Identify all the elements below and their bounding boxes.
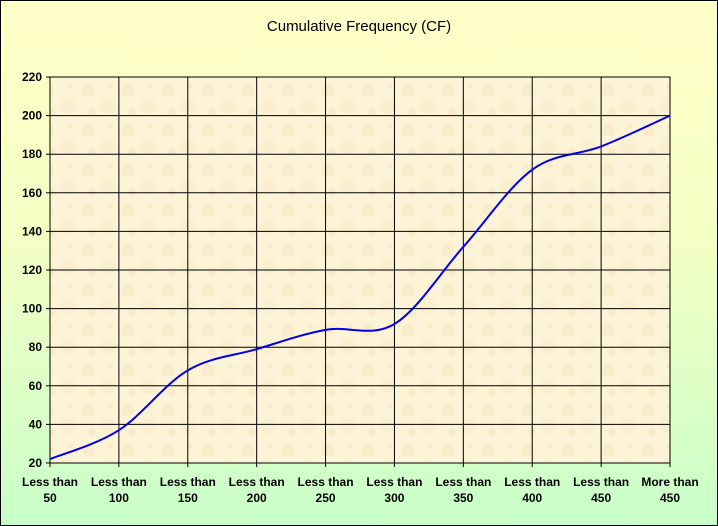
y-tick-label: 120 xyxy=(22,263,42,277)
x-tick-label-line2: 300 xyxy=(384,491,404,505)
x-tick-label-line2: 150 xyxy=(178,491,198,505)
x-tick-label: More than 450 xyxy=(641,475,698,505)
y-tick-label: 100 xyxy=(22,302,42,316)
x-tick-label-line2: 450 xyxy=(660,491,680,505)
x-tick-label-line1: Less than xyxy=(229,475,285,489)
x-tick-label: Less than 150 xyxy=(160,475,216,505)
x-tick-label-line2: 450 xyxy=(591,491,611,505)
x-tick-label-line1: Less than xyxy=(298,475,354,489)
x-tick-label-line1: Less than xyxy=(91,475,147,489)
y-tick-label: 80 xyxy=(29,340,43,354)
y-tick-label: 20 xyxy=(29,456,43,470)
grid xyxy=(49,76,671,464)
series-line xyxy=(49,114,671,461)
x-tick-label-line2: 250 xyxy=(316,491,336,505)
y-tick-label: 60 xyxy=(29,379,43,393)
x-tick-label-line1: Less than xyxy=(22,475,78,489)
series-group xyxy=(49,114,671,461)
x-tick-label: Less than 100 xyxy=(91,475,147,505)
y-tick-label: 200 xyxy=(22,109,42,123)
x-tick-label: Less than 300 xyxy=(366,475,422,505)
x-tick-label-line1: Less than xyxy=(160,475,216,489)
x-tick-label-line2: 400 xyxy=(522,491,542,505)
x-tick-label: Less than 250 xyxy=(298,475,354,505)
x-tick-label: Less than 350 xyxy=(435,475,491,505)
x-tick-label-line2: 50 xyxy=(43,491,57,505)
y-tick-label: 160 xyxy=(22,186,42,200)
x-tick-label-line1: Less than xyxy=(435,475,491,489)
x-tick-label: Less than 200 xyxy=(229,475,285,505)
chart-title: Cumulative Frequency (CF) xyxy=(266,18,452,35)
x-tick-label-line1: More than xyxy=(641,475,698,489)
x-tick-label: Less than 400 xyxy=(504,475,560,505)
x-tick-label-line1: Less than xyxy=(573,475,629,489)
y-tick-label: 180 xyxy=(22,147,42,161)
y-tick-label: 140 xyxy=(22,224,42,238)
x-tick-label-line1: Less than xyxy=(504,475,560,489)
x-tick-label: Less than 50 xyxy=(22,475,78,505)
x-tick-label-line2: 200 xyxy=(247,491,267,505)
x-tick-label-line2: 350 xyxy=(453,491,473,505)
x-tick-label-line1: Less than xyxy=(366,475,422,489)
y-tick-label: 220 xyxy=(22,70,42,84)
x-tick-label: Less than 450 xyxy=(573,475,629,505)
x-tick-label-line2: 100 xyxy=(109,491,129,505)
y-tick-label: 40 xyxy=(29,417,43,431)
y-axis-ticks: 20 40 60 80 100 120 140 160 180 200 220 xyxy=(22,70,50,470)
